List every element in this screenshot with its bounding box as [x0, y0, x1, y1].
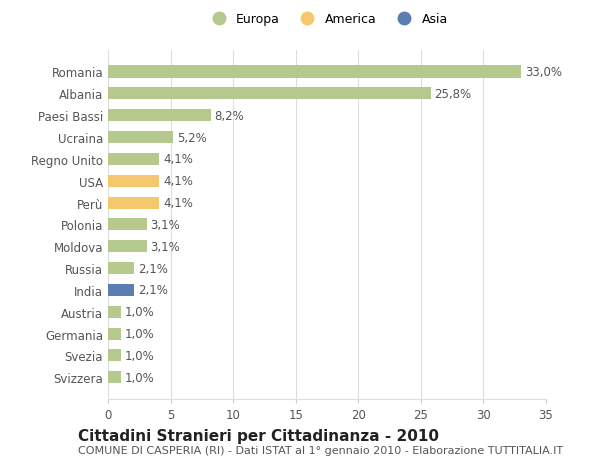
Text: 25,8%: 25,8% — [434, 88, 472, 101]
Bar — [108, 241, 147, 253]
Text: 5,2%: 5,2% — [177, 131, 206, 144]
Text: 8,2%: 8,2% — [214, 109, 244, 123]
Text: 3,1%: 3,1% — [151, 218, 180, 231]
Text: Cittadini Stranieri per Cittadinanza - 2010: Cittadini Stranieri per Cittadinanza - 2… — [78, 428, 439, 443]
Bar — [108, 110, 211, 122]
Bar — [108, 175, 160, 187]
Bar — [108, 197, 160, 209]
Bar — [108, 306, 121, 318]
Bar — [108, 350, 121, 362]
Bar — [108, 371, 121, 383]
Text: 2,1%: 2,1% — [138, 284, 168, 297]
Bar — [108, 328, 121, 340]
Bar — [108, 153, 160, 166]
Text: 4,1%: 4,1% — [163, 196, 193, 210]
Text: 1,0%: 1,0% — [124, 371, 154, 384]
Bar — [108, 67, 521, 78]
Text: 3,1%: 3,1% — [151, 240, 180, 253]
Text: 1,0%: 1,0% — [124, 349, 154, 362]
Text: 4,1%: 4,1% — [163, 153, 193, 166]
Bar — [108, 263, 134, 274]
Bar — [108, 88, 431, 100]
Legend: Europa, America, Asia: Europa, America, Asia — [201, 8, 453, 31]
Text: 4,1%: 4,1% — [163, 175, 193, 188]
Text: 2,1%: 2,1% — [138, 262, 168, 275]
Bar — [108, 132, 173, 144]
Bar — [108, 219, 147, 231]
Text: 1,0%: 1,0% — [124, 327, 154, 341]
Text: 33,0%: 33,0% — [525, 66, 562, 79]
Bar — [108, 284, 134, 297]
Text: COMUNE DI CASPERIA (RI) - Dati ISTAT al 1° gennaio 2010 - Elaborazione TUTTITALI: COMUNE DI CASPERIA (RI) - Dati ISTAT al … — [78, 445, 563, 455]
Text: 1,0%: 1,0% — [124, 306, 154, 319]
